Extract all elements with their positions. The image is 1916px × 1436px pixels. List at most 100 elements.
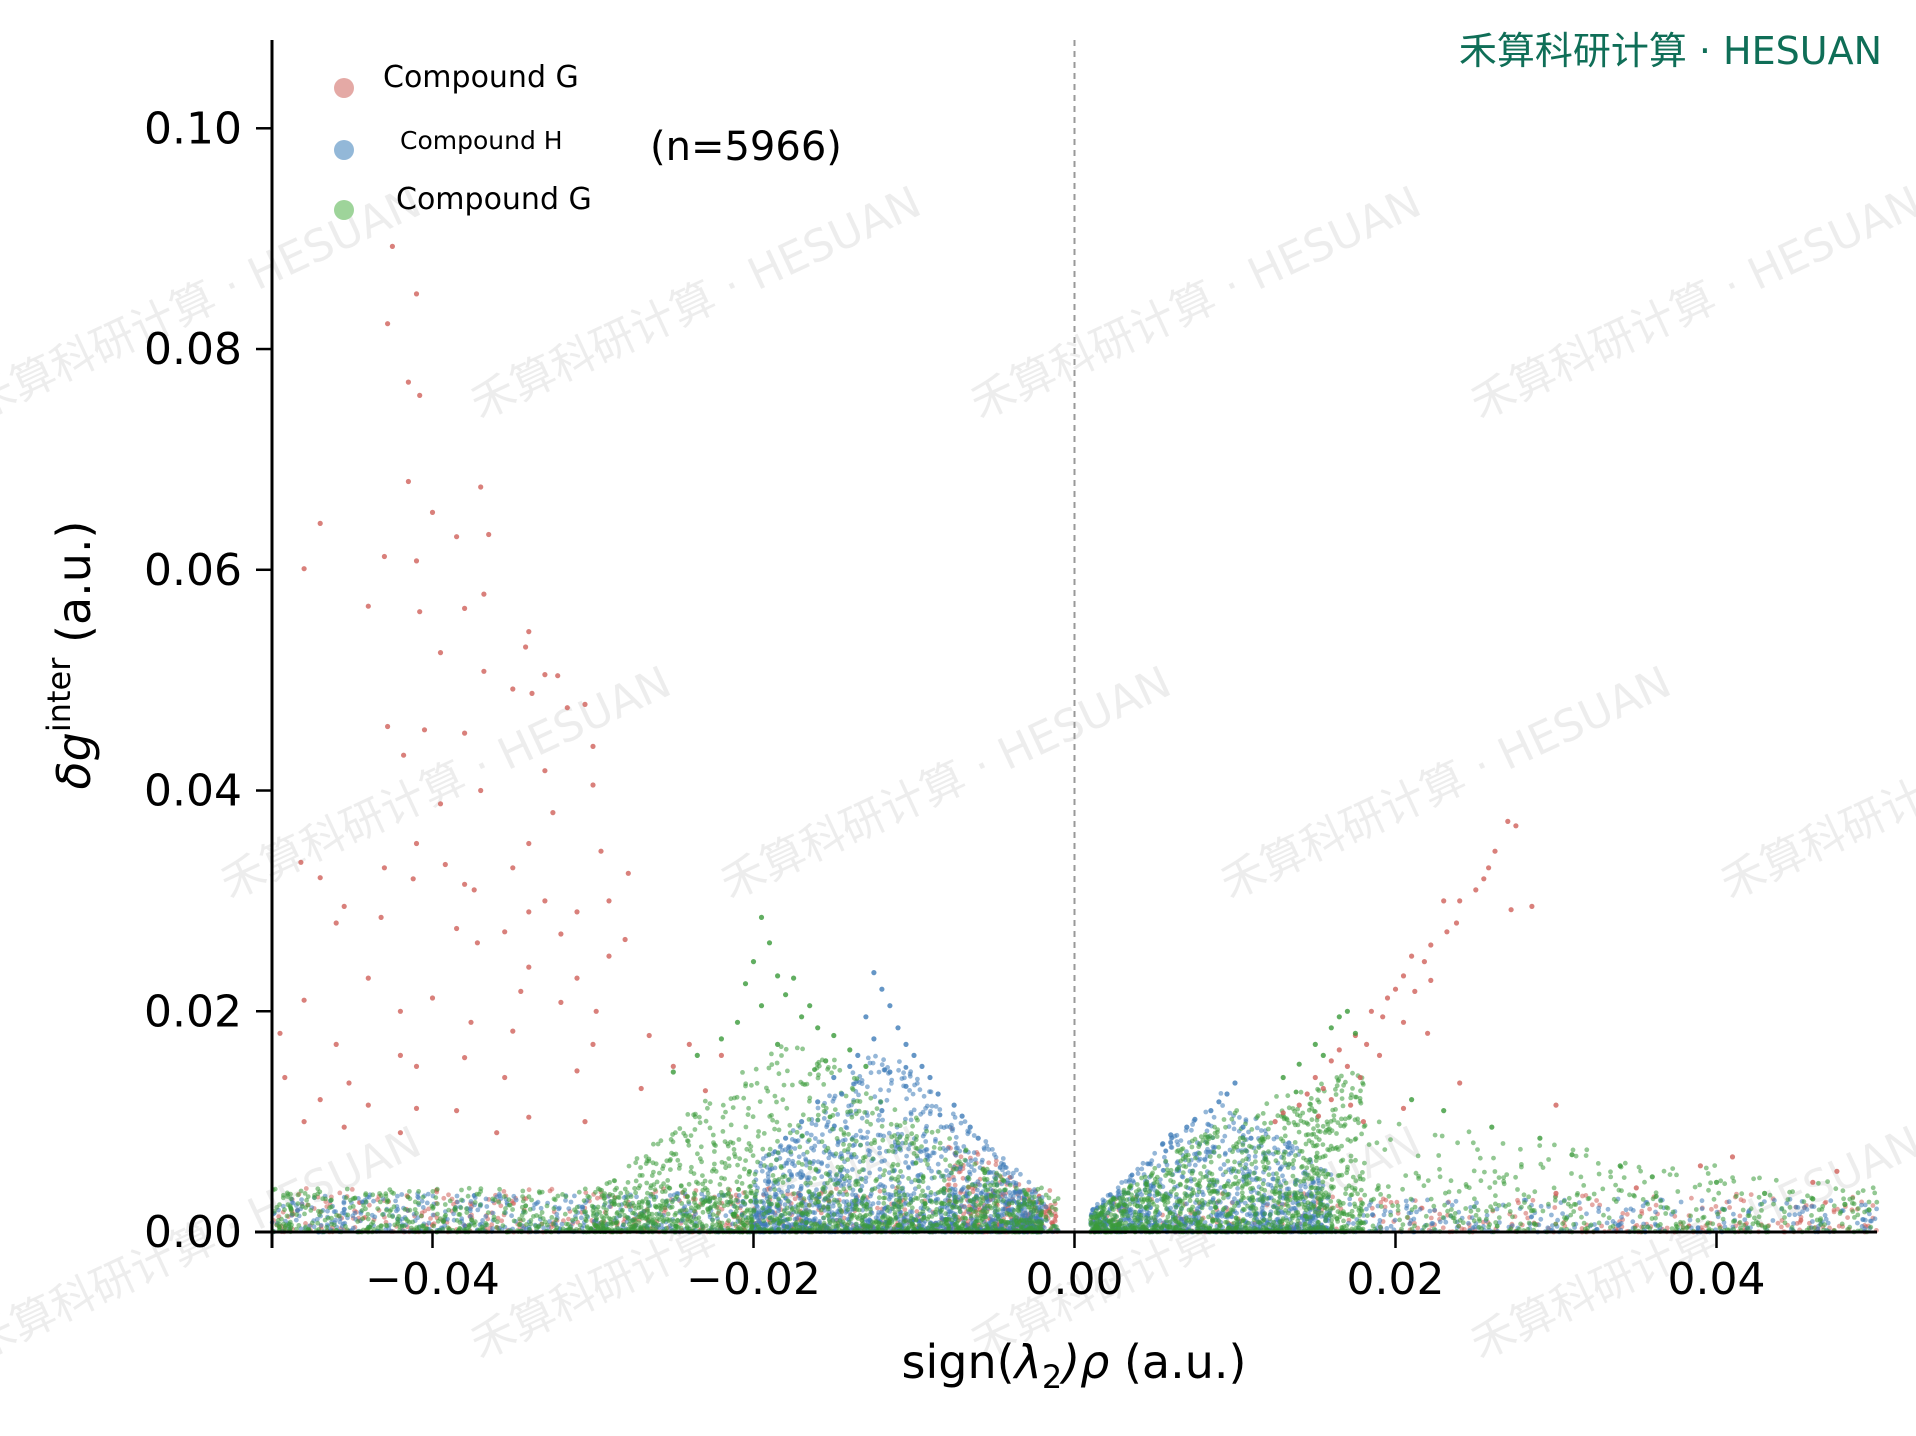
series-2-point <box>792 1163 797 1169</box>
watermark-text: 禾算科研计算 · HESUAN <box>713 657 1179 910</box>
series-2-point <box>923 1147 929 1152</box>
series-2-point <box>1203 1109 1209 1115</box>
series-2-point <box>419 1198 425 1204</box>
series-2-point <box>949 1122 954 1128</box>
series-3-point <box>312 1195 317 1200</box>
series-2-point <box>1218 1166 1223 1172</box>
series-2-point <box>798 1175 804 1180</box>
series-2-point <box>782 1202 788 1207</box>
series-2-point <box>1678 1199 1684 1205</box>
series-2-point <box>958 1120 964 1126</box>
series-2-point <box>979 1191 984 1196</box>
series-2-point <box>1157 1218 1163 1224</box>
series-3-point <box>760 1205 766 1211</box>
series-1-point <box>1530 1197 1536 1203</box>
series-2-point <box>916 1173 921 1178</box>
series-2-point <box>877 1174 883 1180</box>
series-3-point <box>700 1209 706 1215</box>
series-2-point <box>1384 1226 1390 1231</box>
series-3-point <box>503 1206 508 1211</box>
series-1-point <box>1552 1205 1558 1210</box>
series-3-point <box>343 1224 348 1229</box>
series-2-point <box>1828 1198 1834 1204</box>
series-3-point <box>442 1202 448 1207</box>
series-2-point <box>873 1215 879 1221</box>
series-1-point <box>1440 1225 1446 1231</box>
series-3-point <box>517 1221 523 1227</box>
series-2-point <box>845 1168 850 1174</box>
series-2-point <box>886 1088 892 1093</box>
series-3-point <box>492 1197 498 1203</box>
series-2-point <box>787 1168 792 1174</box>
series-2-point <box>1013 1180 1019 1186</box>
series-2-point <box>1604 1220 1610 1226</box>
series-2-point <box>762 1187 767 1193</box>
series-2-point <box>776 1187 782 1193</box>
series-1-point <box>960 1175 966 1181</box>
series-3-point <box>564 1221 569 1227</box>
series-2-point <box>299 1197 304 1202</box>
series-2-point <box>868 1070 874 1076</box>
series-3-point <box>344 1186 350 1192</box>
series-2-point <box>1699 1206 1705 1212</box>
series-3-point <box>876 1195 882 1201</box>
series-3-point <box>407 1196 413 1202</box>
series-2-point <box>1855 1220 1860 1226</box>
series-2-point <box>935 1161 941 1167</box>
series-2-point <box>1731 1211 1736 1217</box>
series-2-point <box>723 1213 729 1219</box>
series-2-point <box>870 1060 876 1066</box>
series-3-point <box>652 1187 658 1192</box>
series-2-point <box>988 1214 993 1219</box>
series-2-point <box>929 1168 934 1174</box>
series-2-point <box>783 1147 788 1153</box>
series-2-point <box>786 1184 792 1190</box>
series-3-point <box>511 1218 517 1224</box>
series-2-point <box>1234 1210 1239 1216</box>
series-2-point <box>455 1199 460 1205</box>
series-3-point <box>502 1194 507 1199</box>
series-2-point <box>1135 1166 1141 1172</box>
series-3-point <box>316 1208 321 1214</box>
series-2-point <box>1231 1126 1237 1132</box>
series-3-point <box>275 1218 281 1223</box>
series-2-point <box>1156 1163 1162 1169</box>
series-2-point <box>1610 1219 1616 1224</box>
series-3-point <box>435 1211 440 1217</box>
series-1-point <box>499 1218 505 1224</box>
series-1-point <box>1624 1211 1630 1217</box>
series-3-point <box>801 1196 807 1202</box>
series-2-point <box>864 1135 870 1140</box>
series-3-point <box>352 1196 357 1201</box>
series-2-point <box>325 1208 330 1214</box>
series-2-point <box>483 1214 489 1219</box>
series-3-point <box>365 1211 371 1217</box>
series-2-point <box>993 1154 999 1160</box>
series-2-point <box>1630 1208 1636 1213</box>
series-2-point <box>877 1150 883 1156</box>
series-2-point <box>342 1206 347 1212</box>
series-2-point <box>888 1192 893 1198</box>
series-3-point <box>583 1217 588 1222</box>
series-3-point <box>549 1215 555 1220</box>
watermark-text: 禾算科研计算 · HESUAN <box>1463 1117 1916 1370</box>
series-2-point <box>1742 1217 1748 1222</box>
series-1-point <box>1647 1206 1652 1212</box>
series-3-point <box>665 1211 671 1217</box>
series-2-point <box>1443 1219 1449 1225</box>
series-2-point <box>959 1187 964 1193</box>
series-1-point <box>1523 1210 1529 1216</box>
series-2-point <box>1786 1212 1792 1218</box>
series-2-point <box>459 1216 465 1222</box>
series-1-point <box>1369 1205 1375 1211</box>
series-2-point <box>1002 1171 1008 1177</box>
series-3-point <box>496 1199 502 1205</box>
series-2-point <box>908 1193 914 1199</box>
series-1-point <box>1797 1220 1803 1225</box>
series-3-point <box>416 1225 422 1230</box>
series-3-point <box>320 1196 326 1202</box>
series-2-point <box>1623 1207 1629 1213</box>
series-2-point <box>1802 1205 1807 1210</box>
series-2-point <box>986 1198 991 1204</box>
series-3-point <box>446 1207 452 1213</box>
